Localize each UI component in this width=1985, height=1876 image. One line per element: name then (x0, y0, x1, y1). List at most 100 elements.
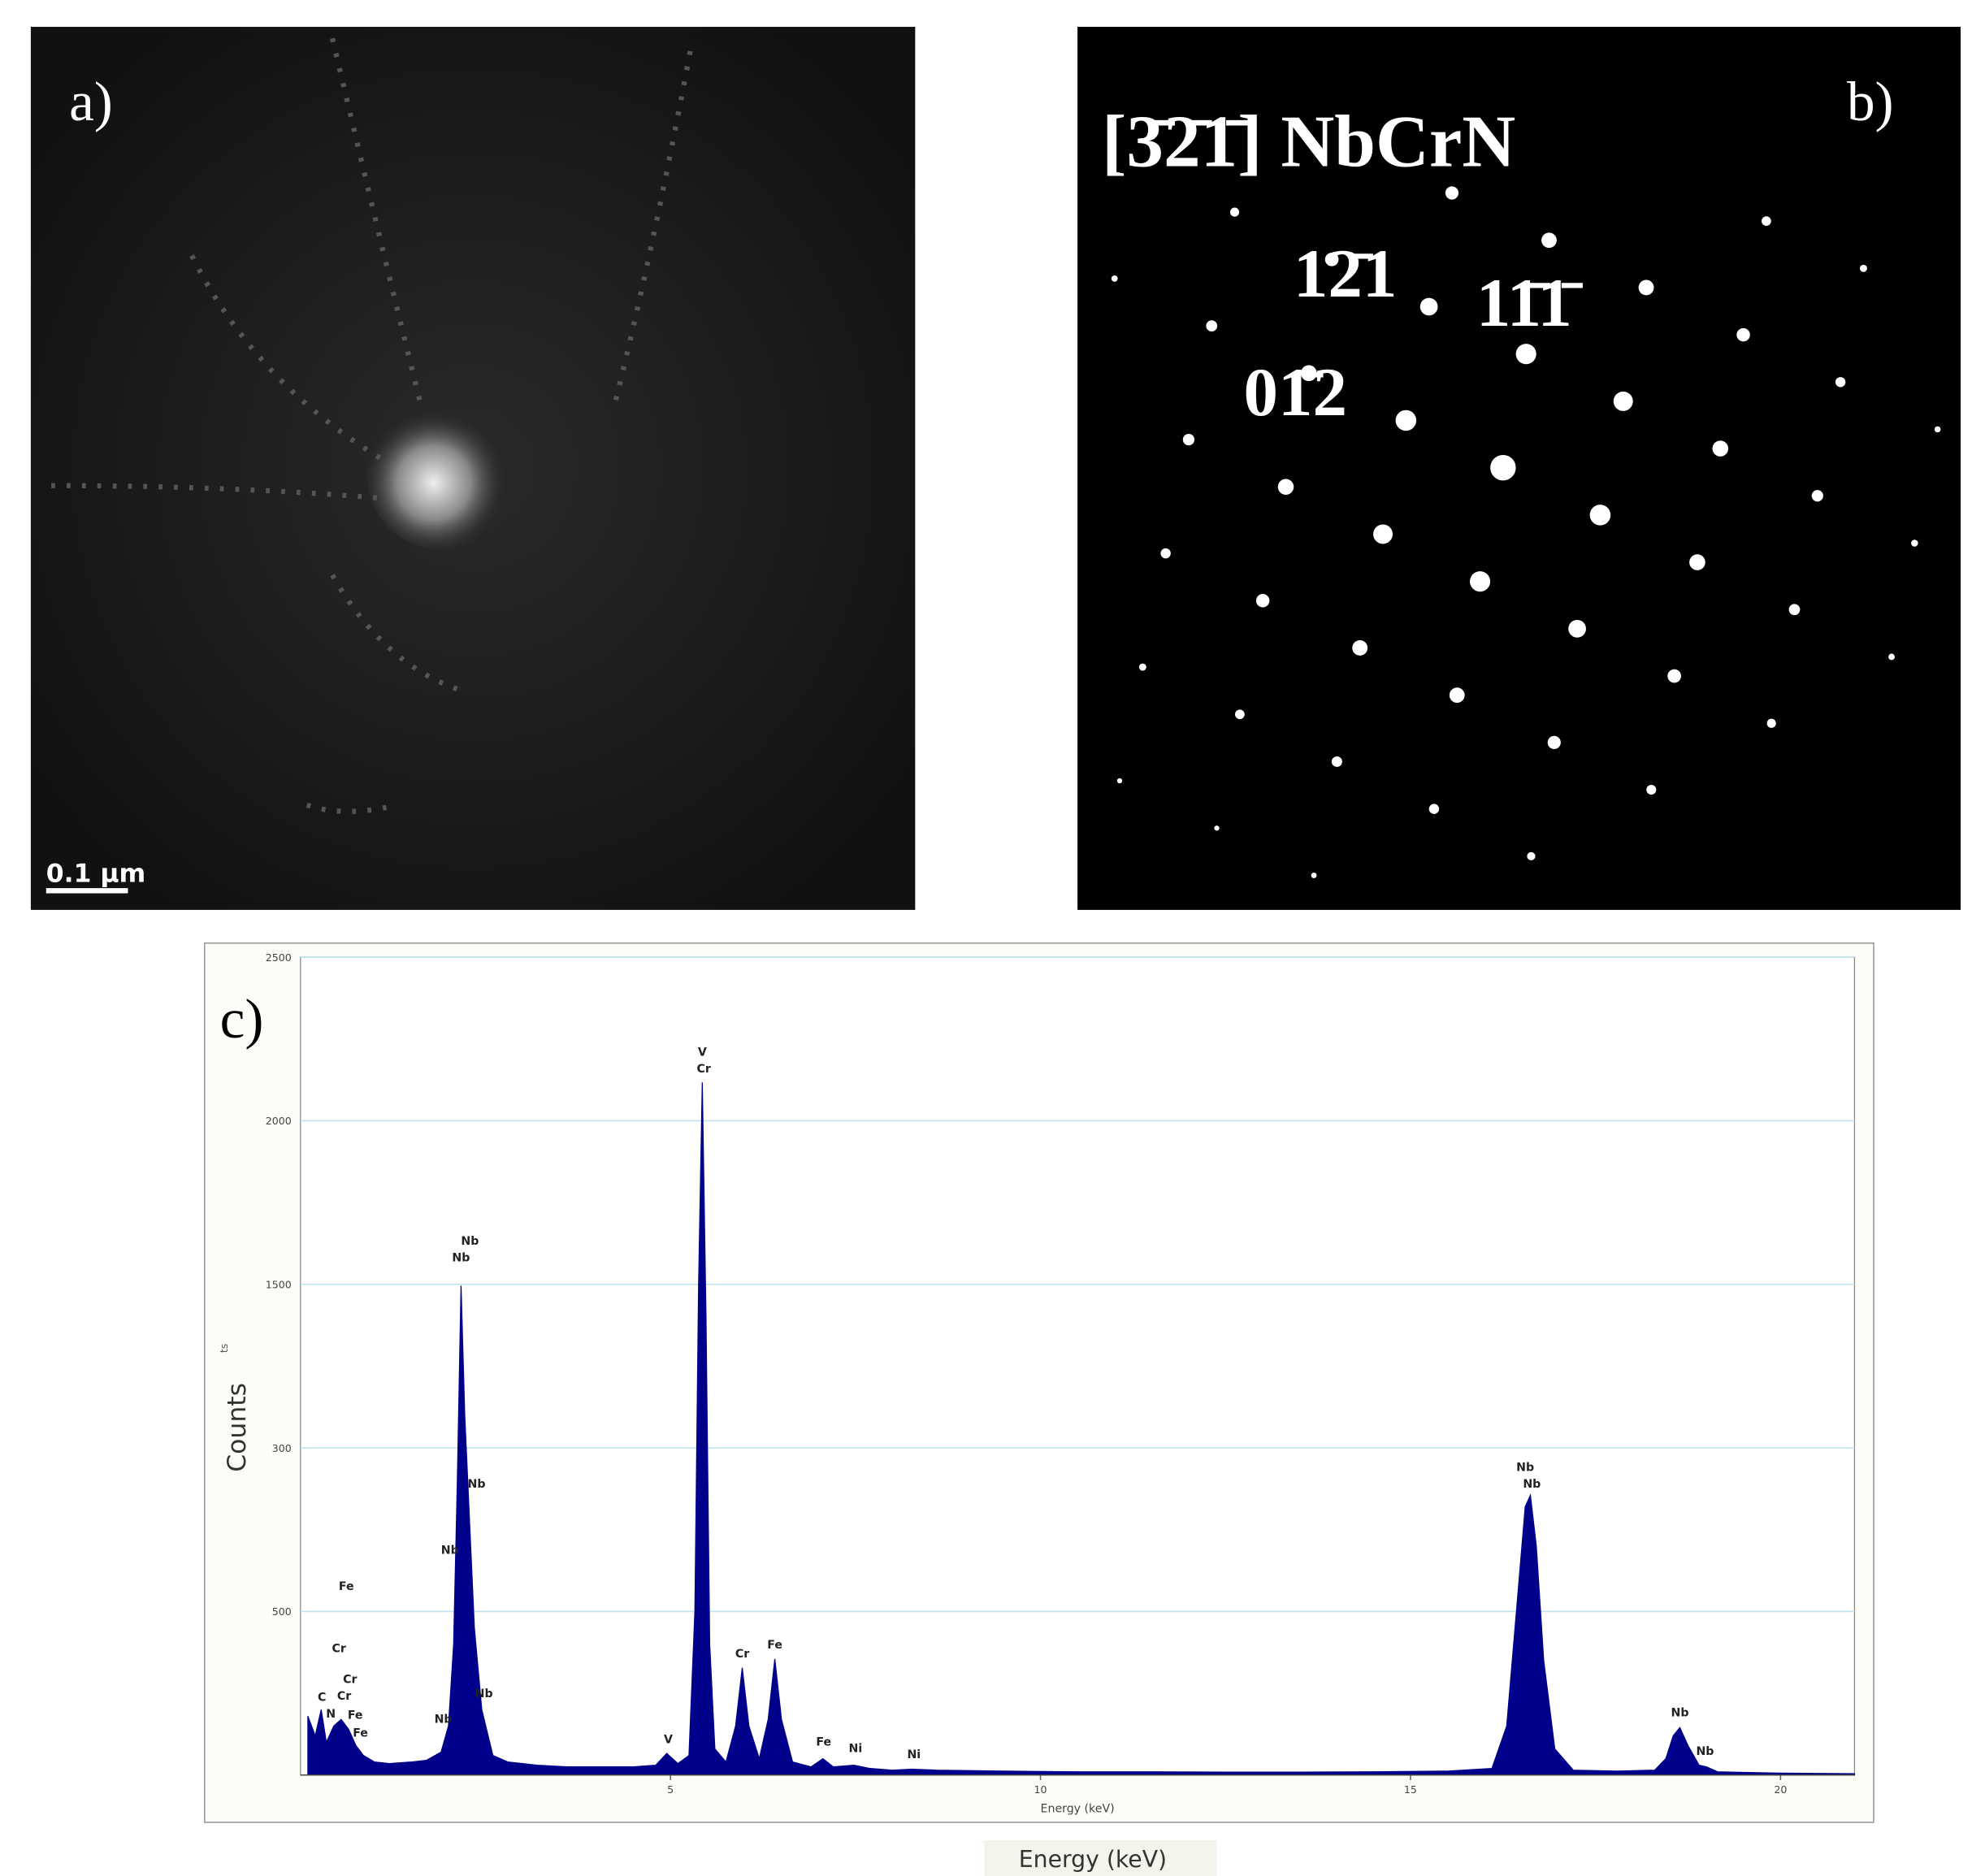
dislocations (51, 37, 693, 814)
x-axis-caption: Energy (keV) (1019, 1846, 1167, 1873)
spot (1311, 872, 1317, 878)
peak-label: V (698, 1046, 707, 1059)
scale-bar-label: 0.1 µm (46, 859, 146, 888)
peak-label: Ni (907, 1748, 921, 1761)
y-tick-label: 500 (272, 1605, 292, 1618)
spot (1229, 207, 1240, 217)
spot (1835, 377, 1846, 388)
y-tick-label: 300 (272, 1442, 292, 1454)
peak-label: Cr (343, 1674, 357, 1687)
spot (1428, 804, 1440, 814)
peak-label: C (318, 1691, 326, 1704)
x-tick-label: 20 (1774, 1783, 1787, 1796)
peak-label: Fe (348, 1709, 363, 1722)
peak-label: Fe (339, 1580, 354, 1593)
spot (1277, 479, 1294, 496)
peak-label: Cr (696, 1063, 710, 1076)
caption-box (984, 1839, 1217, 1876)
spot (1888, 653, 1895, 661)
spot (1515, 344, 1536, 365)
x-tick-label: 15 (1404, 1783, 1417, 1796)
peak-label: Nb (468, 1478, 486, 1491)
spot (1182, 433, 1195, 446)
spot (1736, 327, 1750, 342)
y-tick-label: 2000 (266, 1115, 292, 1127)
y-axis-label-fragment: ts (218, 1344, 230, 1353)
peak-label: Cr (735, 1648, 749, 1661)
spot-label: 11̄1̄ (1476, 265, 1584, 341)
peak-label: Fe (353, 1727, 368, 1740)
spot (1300, 365, 1317, 382)
spot (1449, 687, 1465, 704)
peak-label: Fe (816, 1736, 831, 1749)
y-tick-label: 2500 (266, 951, 292, 964)
spot (1331, 756, 1342, 767)
x-axis-label: Energy (keV) (1041, 1802, 1115, 1815)
peak-label: Cr (332, 1643, 345, 1656)
peak-label: Nb (1671, 1706, 1688, 1719)
spot (1934, 426, 1941, 433)
spot (1646, 785, 1657, 795)
peak-label: Cr (337, 1690, 351, 1703)
zone-axis-label: [3̄2̄1̄] NbCrN (1102, 100, 1515, 182)
y-axis-label: Counts (223, 1383, 252, 1472)
spot (1116, 778, 1123, 784)
precipitate (366, 401, 516, 550)
spot (1234, 709, 1245, 720)
x-tick-label: 10 (1034, 1783, 1047, 1796)
spot (1712, 440, 1729, 457)
spot (1445, 186, 1459, 200)
panel-label: a) (69, 70, 113, 132)
spot-label: 01̄2 (1244, 354, 1347, 431)
diffraction-image (1077, 27, 1961, 910)
spot (1395, 409, 1417, 431)
diffraction-spots (1111, 186, 1941, 878)
spot (1324, 252, 1339, 266)
spot (1766, 718, 1776, 728)
spot (1352, 640, 1368, 656)
spot (1638, 279, 1654, 296)
spot (1255, 594, 1270, 608)
x-tick-label: 5 (667, 1783, 674, 1796)
peak-label: Nb (441, 1545, 459, 1558)
peak-label: Nb (461, 1235, 479, 1248)
spot (1689, 554, 1705, 570)
spot (1419, 297, 1438, 316)
spot (1527, 851, 1536, 860)
spot (1568, 619, 1586, 638)
spot (1788, 604, 1801, 616)
spot (1859, 264, 1867, 272)
peak-label: Ni (849, 1743, 863, 1756)
spot (1541, 232, 1557, 249)
spot (1547, 735, 1561, 749)
spot (1490, 454, 1516, 481)
plot-area (300, 956, 1856, 1776)
peak-label: Nb (1516, 1461, 1534, 1474)
spot (1762, 216, 1771, 226)
peak-label: V (664, 1733, 673, 1746)
spot (1160, 548, 1171, 559)
panel-label: b) (1847, 70, 1894, 132)
spot (1811, 490, 1823, 502)
spectrum-area (307, 1082, 1856, 1776)
peak-label: Nb (475, 1688, 493, 1701)
spot (1613, 391, 1633, 411)
panel-label: c) (220, 987, 264, 1050)
spot (1667, 669, 1681, 683)
peak-label: Nb (435, 1713, 453, 1726)
spot-label: 12̄1 (1294, 236, 1397, 312)
peak-label: Nb (1696, 1745, 1714, 1758)
peak-label: Nb (1523, 1478, 1541, 1491)
spot (1111, 275, 1118, 282)
spot (1373, 524, 1393, 544)
spot (1206, 320, 1218, 331)
spot (1138, 663, 1146, 671)
spot (1911, 539, 1918, 547)
peak-label: Nb (452, 1252, 470, 1265)
peak-label: Fe (767, 1639, 782, 1652)
y-tick-label: 1500 (266, 1278, 292, 1290)
spot (1470, 571, 1491, 592)
spot (1214, 825, 1220, 831)
spot (1589, 505, 1611, 526)
